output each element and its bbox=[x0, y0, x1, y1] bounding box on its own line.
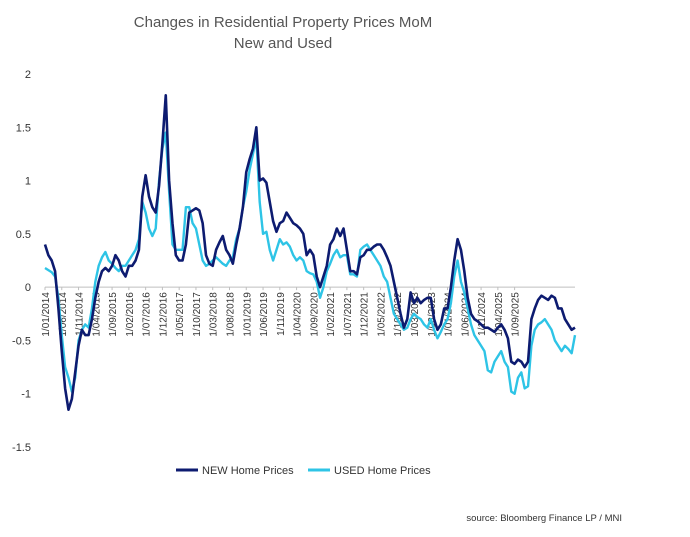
x-tick-label: 1/04/2015 bbox=[91, 292, 102, 337]
y-axis: 2 1.5 1 0.5 0 -0.5 -1 -1.5 bbox=[12, 69, 31, 454]
series-line-used-home-prices bbox=[44, 131, 577, 395]
y-tick-label: 1.5 bbox=[16, 122, 31, 134]
legend: NEW Home Prices USED Home Prices bbox=[176, 465, 431, 477]
x-tick-label: 1/04/2020 bbox=[293, 292, 304, 337]
x-tick-label: 1/06/2014 bbox=[58, 292, 69, 337]
y-tick-label: 2 bbox=[25, 69, 31, 81]
legend-item-new: NEW Home Prices bbox=[176, 465, 294, 477]
y-tick-label: 0.5 bbox=[16, 229, 31, 241]
series-group bbox=[43, 94, 577, 411]
series-line-new-home-prices bbox=[43, 94, 576, 411]
y-tick-label: -0.5 bbox=[12, 335, 31, 347]
legend-label-new: NEW Home Prices bbox=[202, 465, 294, 477]
x-tick-label: 1/12/2016 bbox=[158, 292, 169, 337]
y-tick-label: -1 bbox=[21, 389, 31, 401]
x-tick-label: 1/06/2024 bbox=[460, 292, 471, 337]
x-tick-label: 1/04/2025 bbox=[494, 292, 505, 337]
source-note: source: Bloomberg Finance LP / MNI bbox=[466, 513, 622, 524]
chart-subtitle: New and Used bbox=[234, 35, 332, 52]
x-tick-label: 1/07/2016 bbox=[142, 292, 153, 337]
x-tick-label: 1/09/2015 bbox=[108, 292, 119, 337]
x-tick-label: 1/07/2021 bbox=[343, 292, 354, 337]
x-tick-label: 1/12/2021 bbox=[360, 292, 371, 337]
x-tick-label: 1/08/2018 bbox=[225, 292, 236, 337]
x-tick-label: 1/01/2014 bbox=[41, 292, 52, 337]
y-tick-label: -1.5 bbox=[12, 442, 31, 454]
x-tick-label: 1/02/2016 bbox=[125, 292, 136, 337]
y-tick-label: 0 bbox=[25, 282, 31, 294]
x-tick-label: 1/11/2014 bbox=[75, 292, 86, 336]
x-tick-label: 1/09/2025 bbox=[511, 292, 522, 337]
legend-label-used: USED Home Prices bbox=[334, 465, 431, 477]
chart-title: Changes in Residential Property Prices M… bbox=[134, 14, 432, 31]
x-tick-label: 1/06/2019 bbox=[259, 292, 270, 337]
x-tick-label: 1/11/2019 bbox=[276, 292, 287, 336]
x-axis: 1/01/2014 1/06/2014 1/11/2014 1/04/2015 1/09… bbox=[41, 287, 522, 337]
x-tick-label: 1/01/2019 bbox=[242, 292, 253, 337]
x-tick-label: 1/10/2017 bbox=[192, 292, 203, 337]
x-tick-label: 1/05/2022 bbox=[376, 292, 387, 337]
x-tick-label: 1/09/2020 bbox=[309, 292, 320, 337]
x-tick-label: 1/11/2024 bbox=[477, 292, 488, 336]
x-tick-label: 1/03/2018 bbox=[209, 292, 220, 337]
x-tick-label: 1/05/2017 bbox=[175, 292, 186, 337]
y-tick-label: 1 bbox=[25, 176, 31, 188]
x-tick-label: 1/10/2022 bbox=[393, 292, 404, 337]
legend-item-used: USED Home Prices bbox=[308, 465, 431, 477]
x-tick-label: 1/02/2021 bbox=[326, 292, 337, 337]
